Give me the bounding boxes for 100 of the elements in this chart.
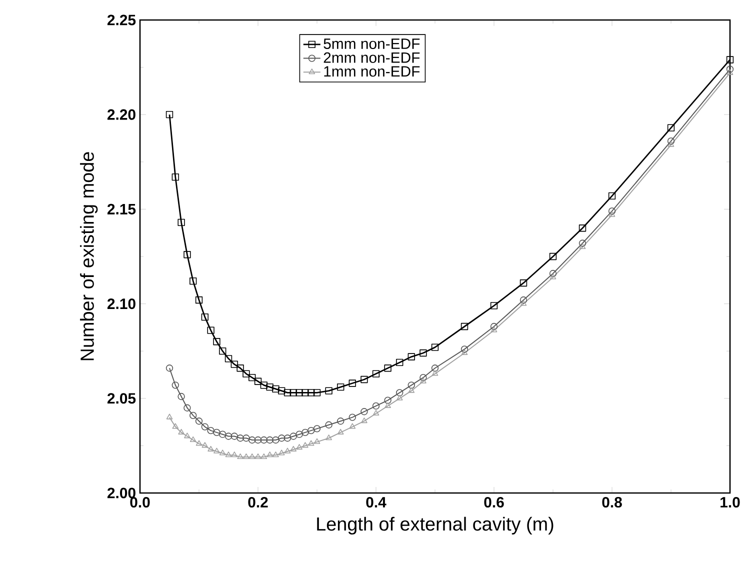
point xyxy=(608,211,616,217)
x-tick-label: 0.8 xyxy=(602,496,622,508)
point xyxy=(225,452,232,458)
point xyxy=(230,432,238,440)
point xyxy=(326,434,332,440)
point xyxy=(172,382,179,389)
point xyxy=(296,444,302,450)
point xyxy=(166,364,174,372)
point xyxy=(219,430,226,438)
point xyxy=(337,383,344,391)
point xyxy=(308,440,314,446)
point xyxy=(219,348,226,355)
y-tick-label: 2.00 xyxy=(107,488,136,498)
point xyxy=(313,425,321,432)
point xyxy=(726,66,734,73)
point xyxy=(520,300,527,306)
point xyxy=(260,436,268,444)
point xyxy=(284,434,292,442)
point xyxy=(431,364,439,372)
point xyxy=(242,434,250,442)
point xyxy=(202,442,208,448)
point xyxy=(325,387,332,394)
point xyxy=(190,278,197,285)
point xyxy=(214,448,220,454)
point xyxy=(248,453,256,460)
point xyxy=(166,111,174,118)
point xyxy=(314,438,320,444)
point xyxy=(254,378,262,385)
point xyxy=(284,389,292,396)
point xyxy=(272,385,280,393)
point xyxy=(667,124,675,132)
point xyxy=(460,322,468,330)
point xyxy=(236,434,244,442)
x-axis-title: Length of external cavity (m) xyxy=(317,516,554,534)
point xyxy=(726,56,734,64)
point xyxy=(308,426,315,434)
point xyxy=(302,442,308,448)
point xyxy=(260,382,268,389)
point xyxy=(408,382,415,389)
point xyxy=(308,389,315,396)
point xyxy=(520,296,528,304)
point xyxy=(272,452,279,458)
point xyxy=(337,428,344,434)
y-tick-label: 2.20 xyxy=(107,109,136,120)
point xyxy=(360,408,368,416)
point xyxy=(178,392,185,400)
point xyxy=(296,389,303,396)
point xyxy=(408,353,415,360)
point xyxy=(360,376,368,384)
point xyxy=(408,387,415,393)
point xyxy=(420,378,426,384)
point xyxy=(248,374,256,382)
y-tick-label: 2.10 xyxy=(107,298,136,310)
point xyxy=(608,192,616,200)
point xyxy=(207,326,214,334)
point xyxy=(201,313,208,321)
point xyxy=(668,141,674,147)
point xyxy=(372,410,380,416)
point xyxy=(372,370,380,378)
point xyxy=(420,349,427,357)
x-tick-label: 0.0 xyxy=(130,496,150,508)
point xyxy=(420,374,427,382)
point xyxy=(224,355,232,362)
x-tick-label: 1.0 xyxy=(720,496,740,508)
point xyxy=(296,430,303,438)
point xyxy=(361,418,368,424)
point xyxy=(266,452,273,458)
point xyxy=(337,418,344,425)
point xyxy=(348,414,356,421)
point xyxy=(432,370,438,376)
point xyxy=(272,436,280,444)
point xyxy=(490,326,498,332)
point xyxy=(196,440,202,446)
point xyxy=(431,344,439,351)
point xyxy=(224,432,232,440)
point xyxy=(231,452,238,458)
point xyxy=(248,436,256,444)
point xyxy=(278,387,286,394)
point xyxy=(278,434,286,442)
y-tick-label: 2.25 xyxy=(107,14,136,26)
point xyxy=(549,270,557,278)
point xyxy=(266,383,274,391)
point xyxy=(302,428,309,436)
point xyxy=(201,423,208,430)
point xyxy=(490,322,498,330)
point xyxy=(384,402,391,408)
point xyxy=(213,338,220,346)
x-tick-label: 0.6 xyxy=(484,496,504,508)
point xyxy=(325,421,332,428)
point xyxy=(254,453,262,460)
point xyxy=(213,428,220,436)
point xyxy=(237,453,244,460)
point xyxy=(396,394,403,400)
x-tick-label: 0.4 xyxy=(366,496,386,508)
point xyxy=(290,389,297,396)
point xyxy=(284,448,291,454)
point xyxy=(166,414,173,420)
point xyxy=(396,389,404,396)
point xyxy=(302,389,309,396)
y-tick-label: 2.05 xyxy=(107,393,136,404)
